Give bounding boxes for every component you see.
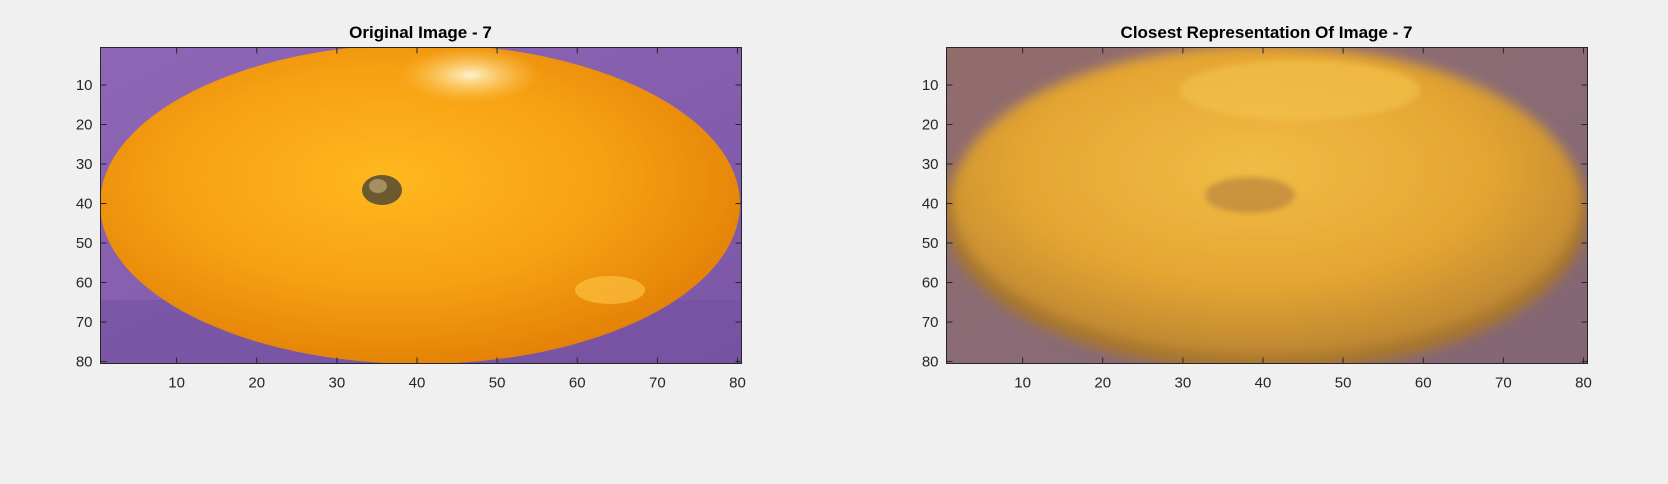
xtick-label-original: 60 [569,375,586,392]
ytick-label-reconstruction: 30 [922,156,939,173]
xtick-label-original: 40 [409,375,426,392]
ytick-label-original: 50 [76,235,93,252]
ticks-reconstruction: 10 20 30 40 50 60 70 80 10 20 30 40 50 60 70 80 [922,47,1592,392]
xtick-label-reconstruction: 30 [1175,375,1192,392]
ytick-label-reconstruction: 40 [922,196,939,213]
ytick-label-original: 20 [76,117,93,134]
panel-title-original: Original Image - 7 [349,23,492,42]
ytick-label-original: 70 [76,314,93,331]
axes-frame-reconstruction [946,47,1588,364]
xtick-label-reconstruction: 40 [1255,375,1272,392]
image-original-stem-inner [369,179,387,193]
ytick-label-original: 30 [76,156,93,173]
xtick-label-original: 10 [168,375,185,392]
panel-original: Original Image - 7 10 20 30 40 50 60 70 80 10 20 3… [76,23,746,392]
ytick-label-original: 80 [76,354,93,371]
ticks-original: 10 20 30 40 50 60 70 80 10 20 30 40 50 60 70 80 [76,47,746,392]
ytick-label-original: 10 [76,77,93,94]
axes-frame-original [100,47,742,364]
ytick-label-original: 60 [76,275,93,292]
image-reconstruction [946,47,1587,363]
xtick-label-reconstruction: 50 [1335,375,1352,392]
xtick-label-original: 20 [248,375,265,392]
panel-reconstruction: Closest Representation Of Image - 7 10 20… [922,23,1592,392]
xtick-label-reconstruction: 80 [1575,375,1592,392]
image-original [100,47,741,363]
xtick-label-original: 80 [729,375,746,392]
ytick-label-reconstruction: 10 [922,77,939,94]
xtick-label-original: 70 [649,375,666,392]
xtick-label-reconstruction: 70 [1495,375,1512,392]
ytick-label-original: 40 [76,196,93,213]
image-reconstruction-stem-blur [1205,177,1295,213]
image-original-highlight [400,47,540,103]
image-original-highlight-small [575,276,645,304]
panel-title-reconstruction: Closest Representation Of Image - 7 [1121,23,1413,42]
ytick-label-reconstruction: 70 [922,314,939,331]
ytick-label-reconstruction: 50 [922,235,939,252]
xtick-label-reconstruction: 10 [1014,375,1031,392]
xtick-label-original: 50 [489,375,506,392]
ytick-label-reconstruction: 80 [922,354,939,371]
ytick-label-reconstruction: 60 [922,275,939,292]
ytick-label-reconstruction: 20 [922,117,939,134]
image-reconstruction-highlight [1180,60,1420,120]
xtick-label-reconstruction: 20 [1094,375,1111,392]
xtick-label-reconstruction: 60 [1415,375,1432,392]
xtick-label-original: 30 [329,375,346,392]
